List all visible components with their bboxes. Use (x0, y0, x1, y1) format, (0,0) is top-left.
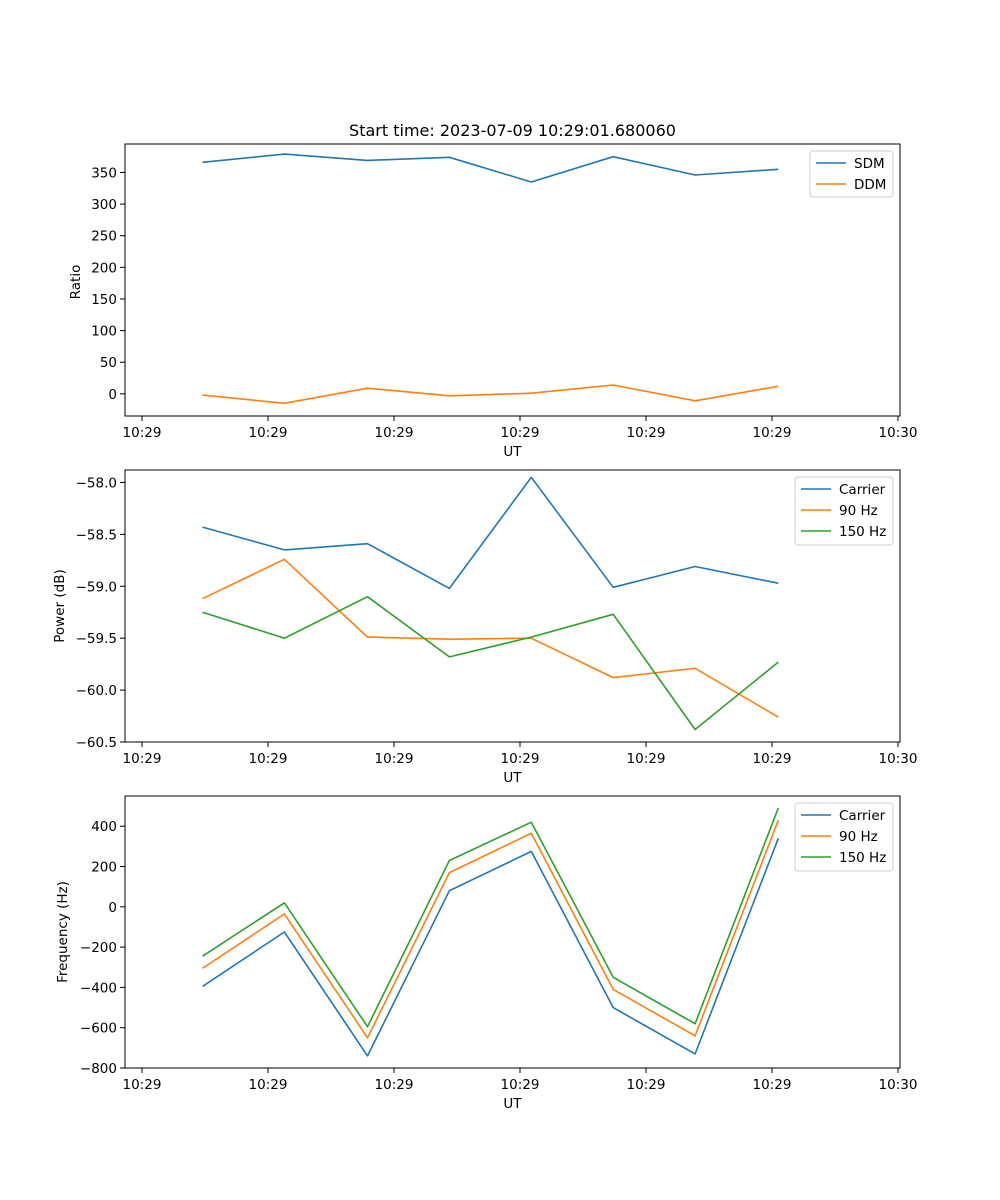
legend: Carrier 90 Hz 150 Hz (794, 802, 894, 872)
y-tick-label: −200 (80, 940, 117, 956)
y-tick-label: 400 (91, 819, 117, 835)
series-line-90hz (202, 819, 780, 1039)
y-tick-label: −59.5 (76, 631, 117, 647)
legend-label-90hz: 90 Hz (839, 829, 878, 845)
y-tick-label: −400 (80, 980, 117, 996)
x-tick-label: 10:29 (627, 751, 666, 767)
plot-area-ratio (124, 143, 901, 417)
series-line-sdm (202, 153, 779, 183)
panel-power: 10:29 10:29 10:29 10:29 10:29 10:29 10:30 −58.… (52, 469, 918, 786)
series-line-ddm (202, 384, 779, 405)
series-lines (202, 153, 779, 405)
x-tick-label: 10:29 (123, 1077, 162, 1093)
y-tick-label: 200 (91, 860, 117, 876)
x-tick-label: 10:30 (879, 751, 918, 767)
y-tick-label: 50 (100, 355, 117, 371)
y-tick-label: 150 (91, 292, 117, 308)
chart-title: Start time: 2023-07-09 10:29:01.680060 (349, 121, 676, 140)
y-tick-label: 0 (108, 387, 117, 403)
x-tick-label: 10:29 (627, 425, 666, 441)
x-axis-label: UT (503, 444, 522, 460)
x-tick-label: 10:29 (375, 425, 414, 441)
legend-label-sdm: SDM (854, 156, 885, 172)
x-tick-label: 10:29 (375, 751, 414, 767)
y-tick-label: −59.0 (76, 579, 117, 595)
y-axis-ticks: −58.0 −58.5 −59.0 −59.5 −60.0 −60.5 (76, 475, 125, 751)
x-tick-label: 10:29 (753, 751, 792, 767)
x-tick-label: 10:29 (249, 425, 288, 441)
legend: Carrier 90 Hz 150 Hz (794, 476, 894, 546)
y-tick-label: 200 (91, 260, 117, 276)
y-axis-ticks: −800 −600 −400 −200 0 200 400 (80, 819, 125, 1077)
y-axis-ticks: 0 50 100 150 200 250 300 350 (91, 165, 125, 403)
y-tick-label: −600 (80, 1021, 117, 1037)
y-tick-label: −60.5 (76, 735, 117, 751)
series-line-carrier (202, 476, 779, 590)
x-tick-label: 10:29 (753, 1077, 792, 1093)
series-line-150hz (202, 807, 780, 1028)
y-tick-label: 0 (108, 900, 117, 916)
y-tick-label: 350 (91, 165, 117, 181)
panel-ratio: Start time: 2023-07-09 10:29:01.680060 1… (68, 121, 917, 460)
legend: SDM DDM (809, 150, 894, 198)
legend-box (794, 476, 894, 546)
y-tick-label: −60.0 (76, 683, 117, 699)
y-tick-label: 300 (91, 197, 117, 213)
y-axis-label: Ratio (68, 265, 84, 300)
legend-label-carrier: Carrier (839, 808, 886, 824)
x-tick-label: 10:29 (753, 425, 792, 441)
x-tick-label: 10:29 (249, 751, 288, 767)
x-axis-ticks: 10:29 10:29 10:29 10:29 10:29 10:29 10:30 (123, 742, 918, 767)
x-axis-label: UT (503, 770, 522, 786)
series-lines (202, 807, 780, 1057)
y-axis-label: Power (dB) (52, 569, 68, 642)
x-tick-label: 10:29 (123, 425, 162, 441)
x-tick-label: 10:29 (501, 751, 540, 767)
panel-frequency: 10:29 10:29 10:29 10:29 10:29 10:29 10:30 −800… (55, 795, 918, 1112)
series-lines (202, 476, 779, 731)
y-tick-label: −58.0 (76, 475, 117, 491)
y-tick-label: −58.5 (76, 527, 117, 543)
y-tick-label: 100 (91, 324, 117, 340)
plot-area-power (124, 469, 901, 743)
legend-label-90hz: 90 Hz (839, 503, 878, 519)
plot-area-frequency (124, 795, 901, 1069)
x-tick-label: 10:29 (123, 751, 162, 767)
series-line-carrier (202, 838, 780, 1057)
x-tick-label: 10:29 (249, 1077, 288, 1093)
y-tick-label: 250 (91, 229, 117, 245)
x-tick-label: 10:29 (627, 1077, 666, 1093)
legend-label-150hz: 150 Hz (839, 850, 886, 866)
x-tick-label: 10:29 (375, 1077, 414, 1093)
x-tick-label: 10:29 (501, 1077, 540, 1093)
legend-box (794, 802, 894, 872)
x-tick-label: 10:29 (501, 425, 540, 441)
x-axis-ticks: 10:29 10:29 10:29 10:29 10:29 10:29 10:30 (123, 416, 918, 441)
series-line-90hz (202, 558, 779, 718)
legend-label-ddm: DDM (854, 177, 886, 193)
x-axis-label: UT (503, 1096, 522, 1112)
legend-label-carrier: Carrier (839, 482, 886, 498)
y-axis-label: Frequency (Hz) (55, 881, 71, 983)
x-tick-label: 10:30 (879, 1077, 918, 1093)
x-axis-ticks: 10:29 10:29 10:29 10:29 10:29 10:29 10:30 (123, 1068, 918, 1093)
y-tick-label: −800 (80, 1061, 117, 1077)
series-line-150hz (202, 595, 779, 731)
legend-label-150hz: 150 Hz (839, 524, 886, 540)
x-tick-label: 10:30 (879, 425, 918, 441)
